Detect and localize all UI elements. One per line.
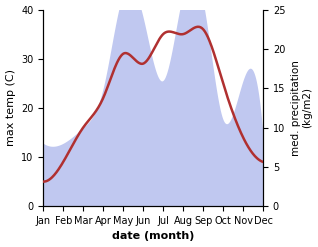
Y-axis label: med. precipitation
(kg/m2): med. precipitation (kg/m2) bbox=[291, 60, 313, 156]
X-axis label: date (month): date (month) bbox=[112, 231, 194, 242]
Y-axis label: max temp (C): max temp (C) bbox=[5, 69, 16, 146]
